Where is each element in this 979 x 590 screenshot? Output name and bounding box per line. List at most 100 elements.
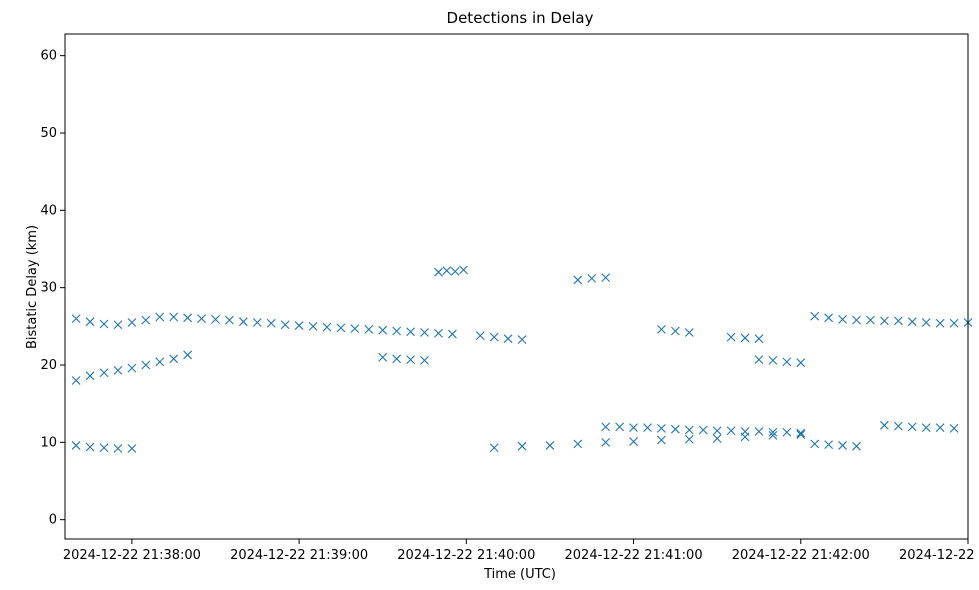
data-point [99, 319, 109, 329]
data-point [450, 267, 460, 276]
data-point [113, 444, 123, 453]
y-tick-label: 50 [40, 126, 57, 141]
chart-title: Detections in Delay [447, 9, 594, 27]
x-tick-label: 2024-12-22 21:38:00 [63, 548, 201, 563]
data-point [336, 323, 346, 333]
data-point [643, 423, 652, 433]
data-point [71, 441, 81, 450]
data-point [670, 424, 680, 434]
data-point [71, 376, 81, 385]
data-point [921, 318, 931, 327]
data-point [935, 318, 945, 328]
data-point [629, 423, 638, 433]
data-point [782, 357, 792, 367]
data-point [684, 425, 694, 435]
data-point [824, 440, 834, 450]
data-point [657, 325, 666, 334]
plot-frame [64, 33, 969, 540]
data-point [113, 320, 123, 330]
data-point [350, 324, 360, 334]
data-point [921, 423, 931, 433]
y-tick-label: 60 [40, 49, 57, 64]
data-point [670, 326, 680, 336]
x-tick-label: 2024-12-22 21:39:00 [230, 548, 368, 563]
data-point [796, 430, 806, 439]
data-point [587, 273, 597, 283]
data-point [754, 334, 764, 344]
data-point [573, 439, 583, 449]
data-point [880, 316, 889, 326]
data-point [907, 317, 917, 327]
data-point [322, 322, 332, 332]
data-point [754, 427, 764, 436]
data-point [169, 312, 179, 322]
data-point [238, 317, 248, 327]
data-point [657, 424, 666, 433]
data-point [768, 430, 778, 440]
data-point [698, 425, 708, 435]
data-point [169, 354, 179, 364]
data-point [85, 371, 95, 381]
data-point [183, 313, 193, 323]
data-point [489, 443, 499, 453]
data-point [893, 421, 903, 431]
data-point [155, 312, 165, 322]
data-point [517, 441, 527, 451]
data-point [517, 335, 527, 344]
data-point [113, 366, 123, 375]
data-point [127, 363, 137, 373]
data-point [782, 427, 792, 437]
data-point [420, 328, 429, 337]
data-point [364, 325, 374, 334]
data-point [852, 315, 861, 325]
x-axis: 2024-12-22 21:38:00 2024-12-22 21:39:00 20… [63, 539, 979, 563]
data-point [796, 358, 806, 368]
data-point [378, 325, 388, 335]
data-point [448, 329, 457, 339]
data-point [684, 434, 694, 444]
data-point [866, 315, 875, 325]
data-point [601, 273, 611, 282]
data-point [294, 321, 304, 330]
data-point [442, 266, 452, 276]
data-point [183, 350, 193, 360]
data-point [280, 320, 290, 330]
data-point [155, 357, 165, 367]
data-point [768, 427, 778, 437]
data-point [503, 334, 513, 344]
data-point [573, 275, 583, 285]
data-point [684, 328, 694, 337]
data-point [434, 328, 443, 338]
data-point [127, 318, 137, 327]
data-point [127, 444, 137, 453]
data-point [85, 317, 95, 327]
data-point [893, 316, 903, 326]
data-point [85, 442, 95, 452]
data-point [838, 441, 847, 450]
data-point [810, 311, 820, 321]
data-point [459, 265, 468, 275]
data-point [211, 314, 220, 324]
data-point [740, 333, 750, 343]
x-tick-label: 2024-12-22 21:42:00 [732, 548, 870, 563]
data-point [141, 360, 151, 370]
data-point [420, 355, 429, 365]
data-point [378, 352, 388, 362]
x-tick-label: 2024-12-22 21:43:00 [899, 548, 979, 563]
data-point [810, 439, 820, 449]
data-point [629, 437, 638, 446]
y-axis-label: Bistatic Delay (km) [25, 225, 40, 349]
data-point [657, 435, 666, 445]
x-axis-label: Time (UTC) [483, 567, 556, 582]
data-point [475, 331, 485, 340]
data-point [796, 428, 806, 438]
data-point [726, 426, 736, 436]
data-point [392, 354, 402, 364]
data-point [838, 314, 847, 324]
data-point [880, 420, 889, 430]
data-point [71, 314, 81, 323]
data-point [754, 355, 764, 364]
data-point [99, 368, 109, 378]
data-point [615, 422, 625, 432]
